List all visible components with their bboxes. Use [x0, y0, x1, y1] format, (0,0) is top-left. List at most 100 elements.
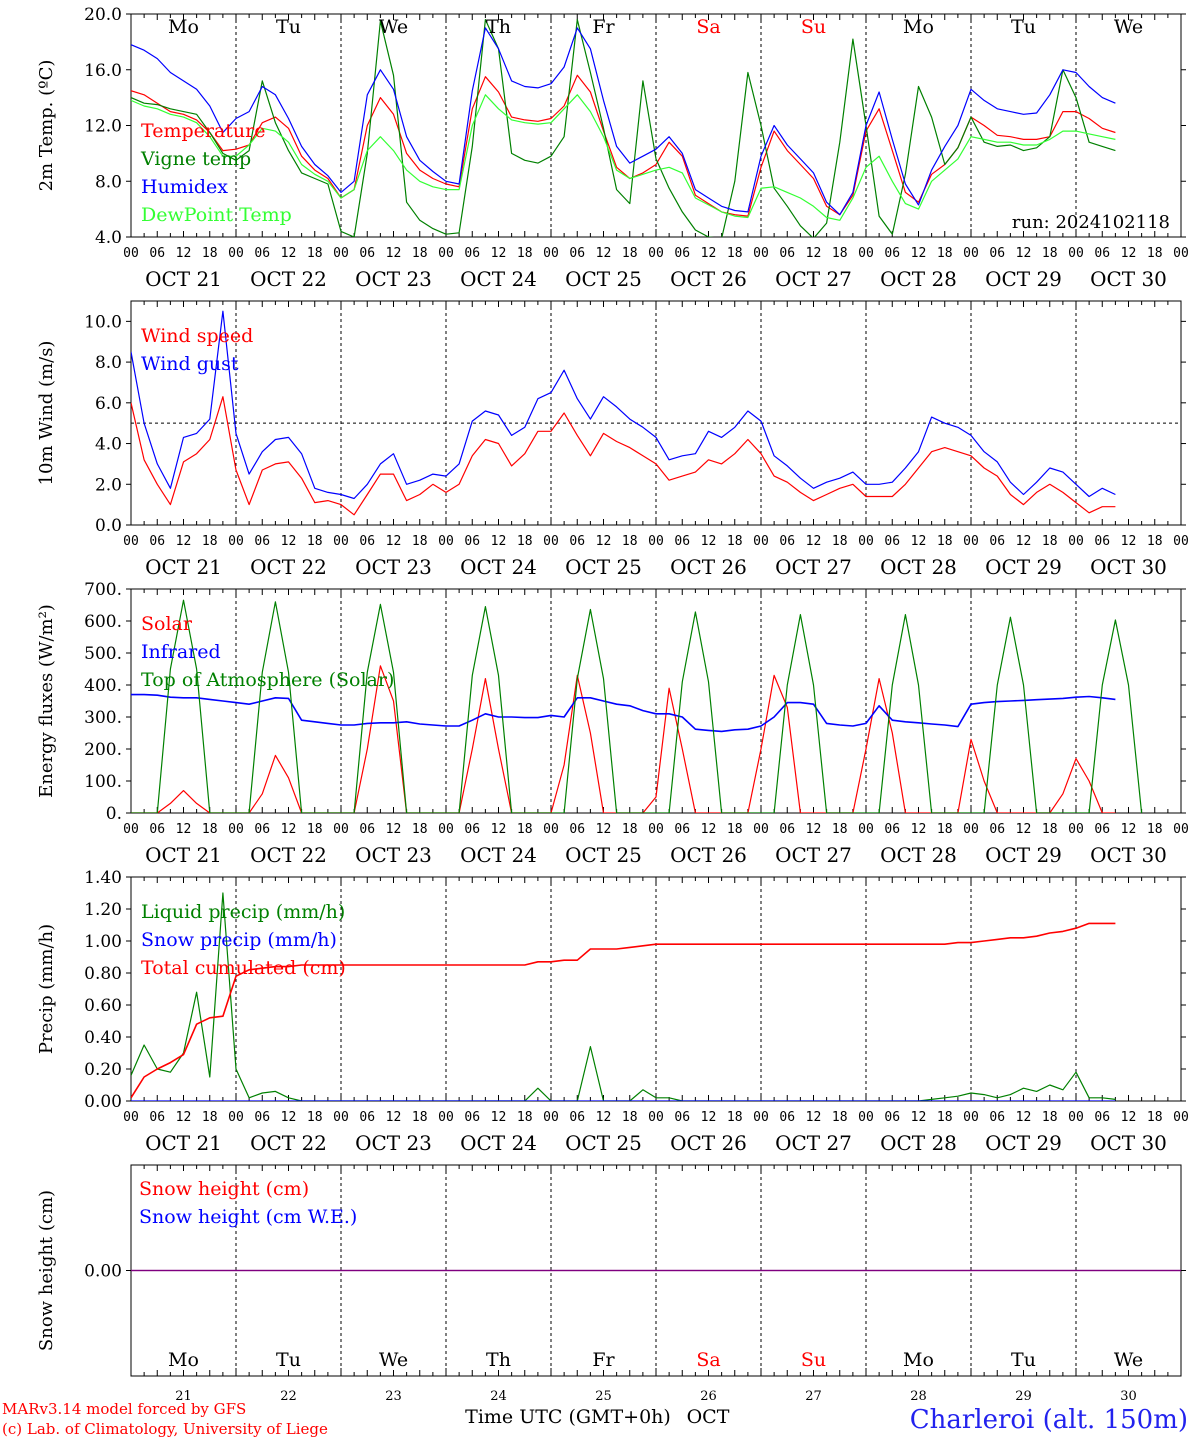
series-line-top-of-atmosphere-solar [131, 599, 1143, 813]
date-label: OCT 23 [355, 1131, 432, 1155]
weekday-label: Tu [1011, 16, 1036, 38]
hour-tick-label: 00 [333, 822, 349, 837]
hour-tick-label: 12 [491, 246, 507, 261]
weekday-label: Mo [903, 1349, 934, 1371]
date-label: OCT 26 [670, 1131, 747, 1155]
hour-tick-label: 00 [438, 822, 454, 837]
date-label: OCT 23 [355, 267, 432, 291]
hour-tick-label: 00 [543, 534, 559, 549]
y-tick-label: 10.0 [84, 312, 122, 332]
hour-tick-label: 00 [1068, 822, 1084, 837]
hour-tick-label: 12 [806, 534, 822, 549]
hour-tick-label: 06 [359, 1110, 375, 1125]
weekday-label: Th [486, 16, 511, 38]
hour-tick-label: 06 [569, 534, 585, 549]
hour-tick-label: 00 [858, 1110, 874, 1125]
series-group-energy [131, 599, 1143, 813]
day-number-label: 27 [805, 1389, 822, 1404]
legend-infrared: Infrared [141, 641, 221, 663]
hour-tick-label: 12 [596, 534, 612, 549]
date-label: OCT 25 [565, 555, 642, 579]
weekday-label: Su [801, 16, 826, 38]
hour-tick-label: 12 [806, 822, 822, 837]
hour-tick-label: 06 [149, 822, 165, 837]
hour-tick-label: 12 [911, 822, 927, 837]
hour-ticks-precip [130, 877, 1182, 1101]
y-tick-label: 0. [106, 804, 122, 824]
hour-tick-label: 00 [438, 246, 454, 261]
hour-tick-label: 18 [727, 246, 743, 261]
hour-tick-label: 18 [307, 246, 323, 261]
y-axis-label: 2m Temp. (ºC) [36, 60, 57, 192]
panel-precip: 0.00 0.20 0.40 0.60 0.80 1.00 1.20 1.40 Precip (… [36, 868, 1189, 1155]
y-axis-label: 10m Wind (m/s) [36, 341, 57, 486]
hour-tick-label: 12 [1016, 1110, 1032, 1125]
hour-tick-label: 18 [517, 1110, 533, 1125]
hour-tick-label: 00 [543, 1110, 559, 1125]
hour-tick-label: 12 [176, 822, 192, 837]
hour-tick-label: 06 [149, 534, 165, 549]
y-tick-label: 2.0 [95, 475, 122, 495]
hour-tick-label: 12 [176, 1110, 192, 1125]
day-number-label: 22 [280, 1389, 297, 1404]
hour-tick-label: 12 [701, 1110, 717, 1125]
series-line-vigne-temp [131, 19, 1116, 237]
legend-snow-height-cm-w-e: Snow height (cm W.E.) [139, 1206, 357, 1228]
hour-tick-label: 12 [281, 534, 297, 549]
hour-tick-label: 00 [228, 822, 244, 837]
hour-tick-label: 06 [989, 1110, 1005, 1125]
bottom-axis-label: Time UTC (GMT+0h) [465, 1406, 671, 1428]
hour-tick-label: 00 [963, 822, 979, 837]
hour-tick-label: 12 [1016, 822, 1032, 837]
hour-tick-label: 18 [1042, 822, 1058, 837]
weekday-label: Tu [1011, 1349, 1036, 1371]
hour-tick-label: 06 [569, 1110, 585, 1125]
weekday-label: Su [801, 1349, 826, 1371]
model-credit: MARv3.14 model forced by GFS [2, 1400, 246, 1418]
hour-tick-label: 12 [386, 534, 402, 549]
weekday-label: Tu [276, 1349, 301, 1371]
weekday-label: Mo [168, 16, 199, 38]
date-label: OCT 29 [985, 267, 1062, 291]
hour-tick-label: 12 [911, 1110, 927, 1125]
date-label: OCT 25 [565, 843, 642, 867]
series-line-dewpoint-temp [131, 94, 1116, 221]
hour-tick-label: 06 [884, 822, 900, 837]
hour-tick-label: 06 [674, 1110, 690, 1125]
date-label: OCT 22 [250, 267, 327, 291]
legend-snow-precip-mm-h: Snow precip (mm/h) [141, 929, 337, 951]
day-number-label: 25 [595, 1389, 612, 1404]
hour-tick-label: 00 [858, 534, 874, 549]
y-tick-label: 300. [84, 708, 122, 728]
hour-tick-label: 00 [648, 246, 664, 261]
hour-tick-label: 12 [281, 822, 297, 837]
hour-tick-label: 18 [412, 246, 428, 261]
weekday-label: Fr [592, 16, 615, 38]
weekday-label: Mo [168, 1349, 199, 1371]
day-number-label: 26 [700, 1389, 717, 1404]
hour-tick-label: 06 [359, 246, 375, 261]
date-label: OCT 26 [670, 843, 747, 867]
weekday-label: Fr [592, 1349, 615, 1371]
weekday-label: Mo [903, 16, 934, 38]
hour-tick-label: 06 [674, 246, 690, 261]
hour-tick-label: 06 [779, 534, 795, 549]
hour-tick-label: 12 [596, 822, 612, 837]
y-tick-label: 0.00 [84, 1092, 122, 1112]
hour-tick-label: 18 [622, 534, 638, 549]
series-line-wind-speed [131, 396, 1116, 516]
y-tick-label: 600. [84, 612, 122, 632]
hour-tick-label: 18 [1042, 246, 1058, 261]
hour-tick-label: 12 [176, 246, 192, 261]
hour-tick-label: 18 [412, 1110, 428, 1125]
hour-tick-label: 12 [176, 534, 192, 549]
hour-tick-label: 06 [884, 534, 900, 549]
day-number-label: 21 [175, 1389, 192, 1404]
hour-tick-label: 18 [937, 1110, 953, 1125]
series-line-solar [131, 665, 1116, 813]
hour-tick-label: 00 [963, 246, 979, 261]
hour-tick-label: 18 [1147, 534, 1163, 549]
hour-tick-label: 06 [674, 822, 690, 837]
hour-tick-label: 12 [701, 822, 717, 837]
panel-wind: 0.0 2.0 4.0 6.0 8.0 10.0 10m Wind (m/s) Wind sp… [36, 300, 1189, 579]
